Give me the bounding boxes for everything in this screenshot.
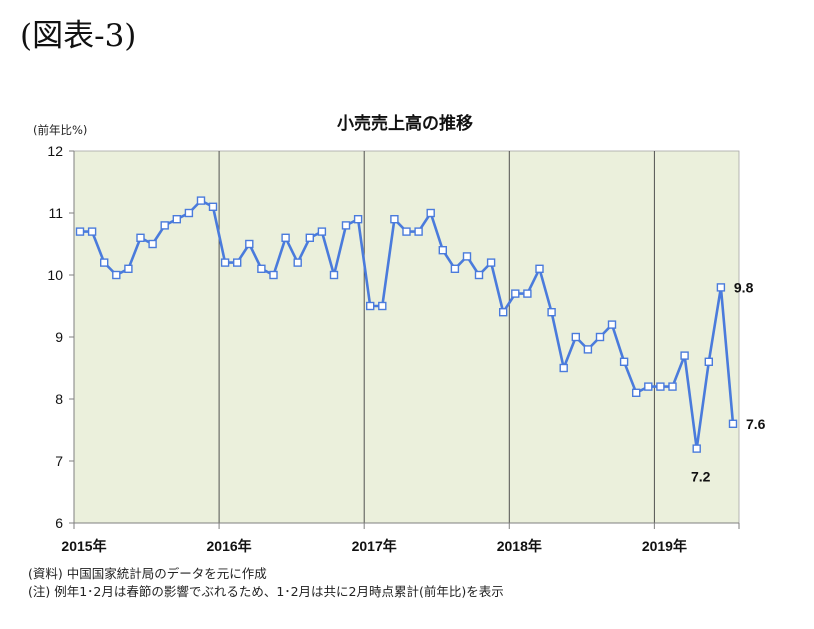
x-tick-label: 2017年 — [352, 538, 397, 554]
data-point — [136, 233, 145, 243]
y-tick-label: 11 — [48, 205, 63, 221]
data-point — [559, 363, 568, 373]
data-point — [293, 258, 302, 267]
data-point — [353, 214, 363, 224]
chart-title: 小売売上高の推移 — [337, 113, 473, 134]
data-point — [99, 258, 109, 267]
data-point — [656, 382, 665, 391]
data-label: 7.6 — [746, 416, 766, 432]
data-point — [547, 308, 556, 317]
data-point — [619, 357, 629, 366]
data-point — [208, 202, 218, 212]
data-point — [462, 252, 472, 261]
x-tick-label: 2016年 — [207, 538, 252, 554]
data-point — [523, 289, 532, 298]
data-point — [716, 283, 726, 292]
data-label: 9.8 — [734, 279, 754, 295]
y-tick-label: 12 — [47, 143, 63, 159]
data-point — [232, 258, 242, 267]
data-point — [607, 320, 617, 329]
data-point — [644, 382, 653, 391]
source-note: (資料) 中国国家統計局のデータを元に作成 — [28, 566, 267, 581]
data-point — [511, 289, 520, 298]
explanatory-note: (注) 例年1･2月は春節の影響でぶれるため、1･2月は共に2月時点累計(前年比… — [28, 584, 504, 599]
data-point — [378, 301, 387, 311]
data-point — [595, 332, 605, 342]
data-point — [366, 301, 375, 311]
data-point — [692, 444, 701, 453]
y-tick-label: 8 — [55, 391, 63, 407]
data-point — [257, 264, 266, 273]
retail-sales-line-chart: 小売売上高の推移 (前年比%) 2015年 2016年 2017年 2018年 2019… — [33, 113, 766, 554]
data-point — [220, 258, 230, 267]
data-point — [184, 208, 194, 218]
data-point — [196, 196, 206, 205]
figure-label: (図表-3) — [20, 18, 137, 54]
y-tick-label: 7 — [55, 453, 63, 469]
data-label: 7.2 — [691, 469, 711, 485]
data-point — [148, 239, 157, 249]
data-point — [402, 227, 411, 236]
data-point — [571, 332, 580, 342]
y-axis-unit-label: (前年比%) — [33, 123, 87, 137]
data-point — [341, 221, 351, 230]
data-point — [317, 227, 327, 236]
data-point — [172, 214, 182, 224]
data-point — [269, 270, 278, 280]
data-point — [305, 233, 314, 243]
data-point — [426, 208, 435, 218]
data-point — [680, 351, 689, 360]
x-tick-label: 2018年 — [497, 538, 542, 554]
data-point — [499, 308, 508, 317]
data-point — [281, 233, 290, 243]
data-point — [329, 270, 339, 280]
data-point — [112, 270, 121, 280]
x-tick-label: 2019年 — [642, 538, 687, 554]
data-point — [124, 264, 133, 273]
data-point — [87, 227, 97, 236]
data-point — [450, 264, 460, 273]
x-tick-label: 2015年 — [61, 538, 106, 554]
y-tick-label: 10 — [47, 267, 63, 283]
data-point — [535, 264, 544, 273]
plot-layer: 2015年 2016年 2017年 2018年 2019年 12 11 10 9 8 7 6 9.8 7.… — [47, 143, 765, 554]
data-point — [390, 214, 399, 224]
data-point — [486, 258, 496, 267]
y-tick-label: 6 — [55, 515, 63, 531]
data-point — [160, 221, 169, 230]
data-point — [583, 345, 593, 354]
y-tick-label: 9 — [55, 329, 63, 345]
data-point — [704, 357, 713, 366]
data-point — [245, 239, 254, 249]
data-point — [632, 388, 641, 397]
data-point — [728, 419, 738, 428]
plot-area — [73, 150, 740, 524]
footnotes: (資料) 中国国家統計局のデータを元に作成 (注) 例年1･2月は春節の影響でぶ… — [28, 565, 504, 601]
data-point — [668, 382, 677, 391]
data-point — [75, 227, 85, 236]
data-point — [414, 227, 423, 236]
data-point — [438, 245, 447, 255]
data-point — [474, 270, 484, 280]
